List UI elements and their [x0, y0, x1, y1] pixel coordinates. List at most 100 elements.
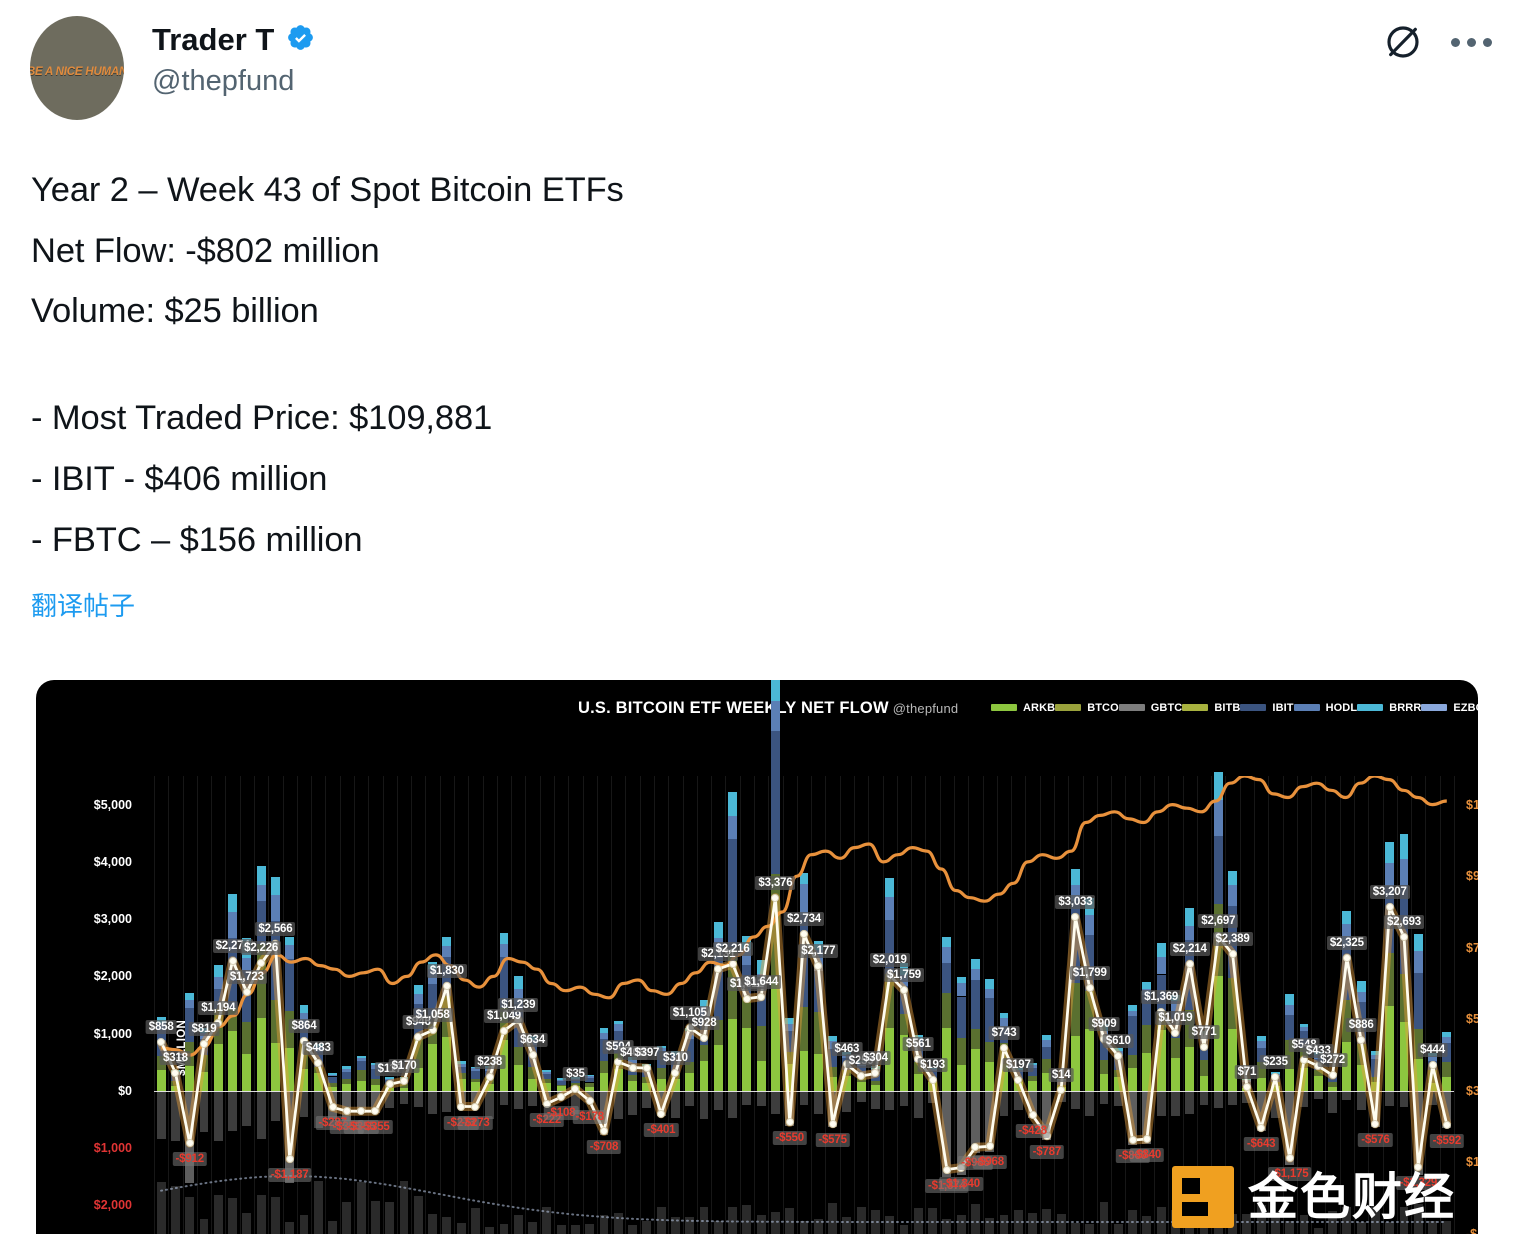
author-handle[interactable]: @thepfund [152, 64, 295, 97]
grid-line [796, 776, 798, 1234]
bar-segment [799, 1007, 809, 1052]
bar-segment [1442, 1061, 1452, 1077]
bar-segment [328, 1073, 337, 1075]
bar-segment [1213, 772, 1223, 801]
chart-card[interactable]: U.S. BITCOIN ETF WEEKLY NET FLOW @thepfun… [36, 680, 1478, 1234]
bar-segment [542, 1073, 552, 1080]
data-label: $238 [474, 1055, 506, 1070]
legend-label: BTCO [1087, 701, 1119, 714]
bar-segment [328, 1076, 337, 1084]
grok-icon[interactable] [1383, 22, 1423, 62]
volume-bar [1213, 1224, 1223, 1234]
legend-item-hodl[interactable]: HODL [1293, 702, 1358, 714]
avatar[interactable]: BE A NICE HUMAN [30, 16, 124, 120]
volume-bar [756, 1215, 766, 1234]
volume-bar [313, 1180, 323, 1234]
data-label: $2,226 [241, 941, 282, 956]
volume-bar [542, 1207, 552, 1234]
bar-segment [1285, 1069, 1295, 1091]
more-options-icon[interactable] [1449, 30, 1494, 55]
volume-bar [356, 1181, 366, 1234]
bar-segment [885, 877, 895, 898]
volume-bar [871, 1210, 880, 1234]
volume-bar [928, 1207, 937, 1234]
net-flow-marker [1342, 953, 1351, 962]
legend-item-bitb[interactable]: BITB [1182, 702, 1240, 714]
data-label: $318 [160, 1050, 191, 1065]
legend-item-gbtc[interactable]: GBTC [1118, 702, 1183, 714]
bar-segment [1256, 1035, 1266, 1042]
bar-segment [828, 1077, 837, 1091]
outflow-bar [199, 1090, 209, 1133]
bar-segment [542, 1072, 552, 1074]
legend-item-brrr[interactable]: BRRR [1357, 702, 1421, 714]
bar-segment [956, 1037, 966, 1066]
bar-segment [356, 1058, 366, 1061]
data-label: $170 [388, 1059, 420, 1074]
bar-segment [1071, 868, 1080, 885]
net-flow-marker [228, 956, 237, 965]
bar-segment [1199, 1076, 1209, 1091]
bar-segment [942, 937, 952, 948]
data-label: -$428 [1015, 1124, 1050, 1139]
net-flow-marker [814, 962, 823, 971]
net-flow-marker [700, 1033, 708, 1042]
volume-bar [228, 1198, 237, 1234]
net-flow-marker [1271, 1073, 1280, 1082]
volume-bar [956, 1214, 966, 1234]
bar-segment [985, 988, 995, 999]
bar-segment [699, 1044, 709, 1061]
bar-segment [528, 1078, 537, 1091]
bar-segment [1385, 953, 1395, 1006]
bar-segment [185, 993, 195, 1000]
bar-segment [756, 1061, 766, 1091]
data-label: $235 [1260, 1055, 1291, 1070]
volume-bar [771, 1212, 780, 1234]
bar-segment [585, 1082, 595, 1087]
data-label: $193 [917, 1057, 948, 1072]
bar-segment [613, 1021, 623, 1025]
bar-segment [856, 1081, 866, 1091]
bar-segment [1299, 1023, 1309, 1028]
legend-item-arkb[interactable]: ARKB [991, 702, 1055, 714]
data-label: $14 [1048, 1068, 1074, 1083]
bar-segment [728, 839, 737, 950]
translate-post-link[interactable]: 翻译帖子 [31, 591, 136, 622]
bar-segment [471, 1082, 480, 1091]
volume-bar [271, 1197, 280, 1234]
bar-segment [328, 1083, 337, 1087]
legend-item-ibit[interactable]: IBIT [1240, 702, 1294, 714]
data-label: -$708 [586, 1140, 622, 1155]
volume-bar [242, 1213, 252, 1234]
volume-bar [785, 1207, 795, 1234]
volume-bar [742, 1205, 752, 1234]
volume-bar [828, 1203, 837, 1234]
bar-segment [1242, 1080, 1252, 1082]
verified-badge-icon [286, 23, 315, 52]
volume-bar [913, 1207, 923, 1234]
net-flow-marker [900, 986, 908, 995]
bar-segment [171, 1081, 180, 1086]
outflow-bar [271, 1090, 280, 1122]
bar-segment [256, 884, 266, 901]
net-flow-marker [871, 1069, 880, 1078]
volume-bar [1142, 1215, 1152, 1234]
volume-bar [1285, 1221, 1295, 1234]
bar-segment [1371, 1082, 1380, 1091]
display-name[interactable]: Trader T [152, 22, 275, 57]
legend-item-ezbc[interactable]: EZBC [1421, 702, 1478, 714]
legend-item-btco[interactable]: BTCO [1055, 702, 1119, 714]
net-flow-marker [1171, 1028, 1180, 1037]
bar-segment [999, 1013, 1009, 1019]
jinse-logo-icon [1172, 1166, 1234, 1228]
grid-line [854, 776, 855, 1234]
net-flow-marker [971, 1143, 980, 1152]
volume-bar [1271, 1216, 1280, 1234]
grid-line [1111, 776, 1113, 1234]
bar-segment [256, 1018, 266, 1091]
outflow-bar [771, 1090, 780, 1114]
net-flow-marker [557, 1093, 566, 1102]
bar-segment [942, 947, 952, 964]
tweet-blank-line [31, 342, 1031, 388]
grid-line [239, 776, 241, 1234]
